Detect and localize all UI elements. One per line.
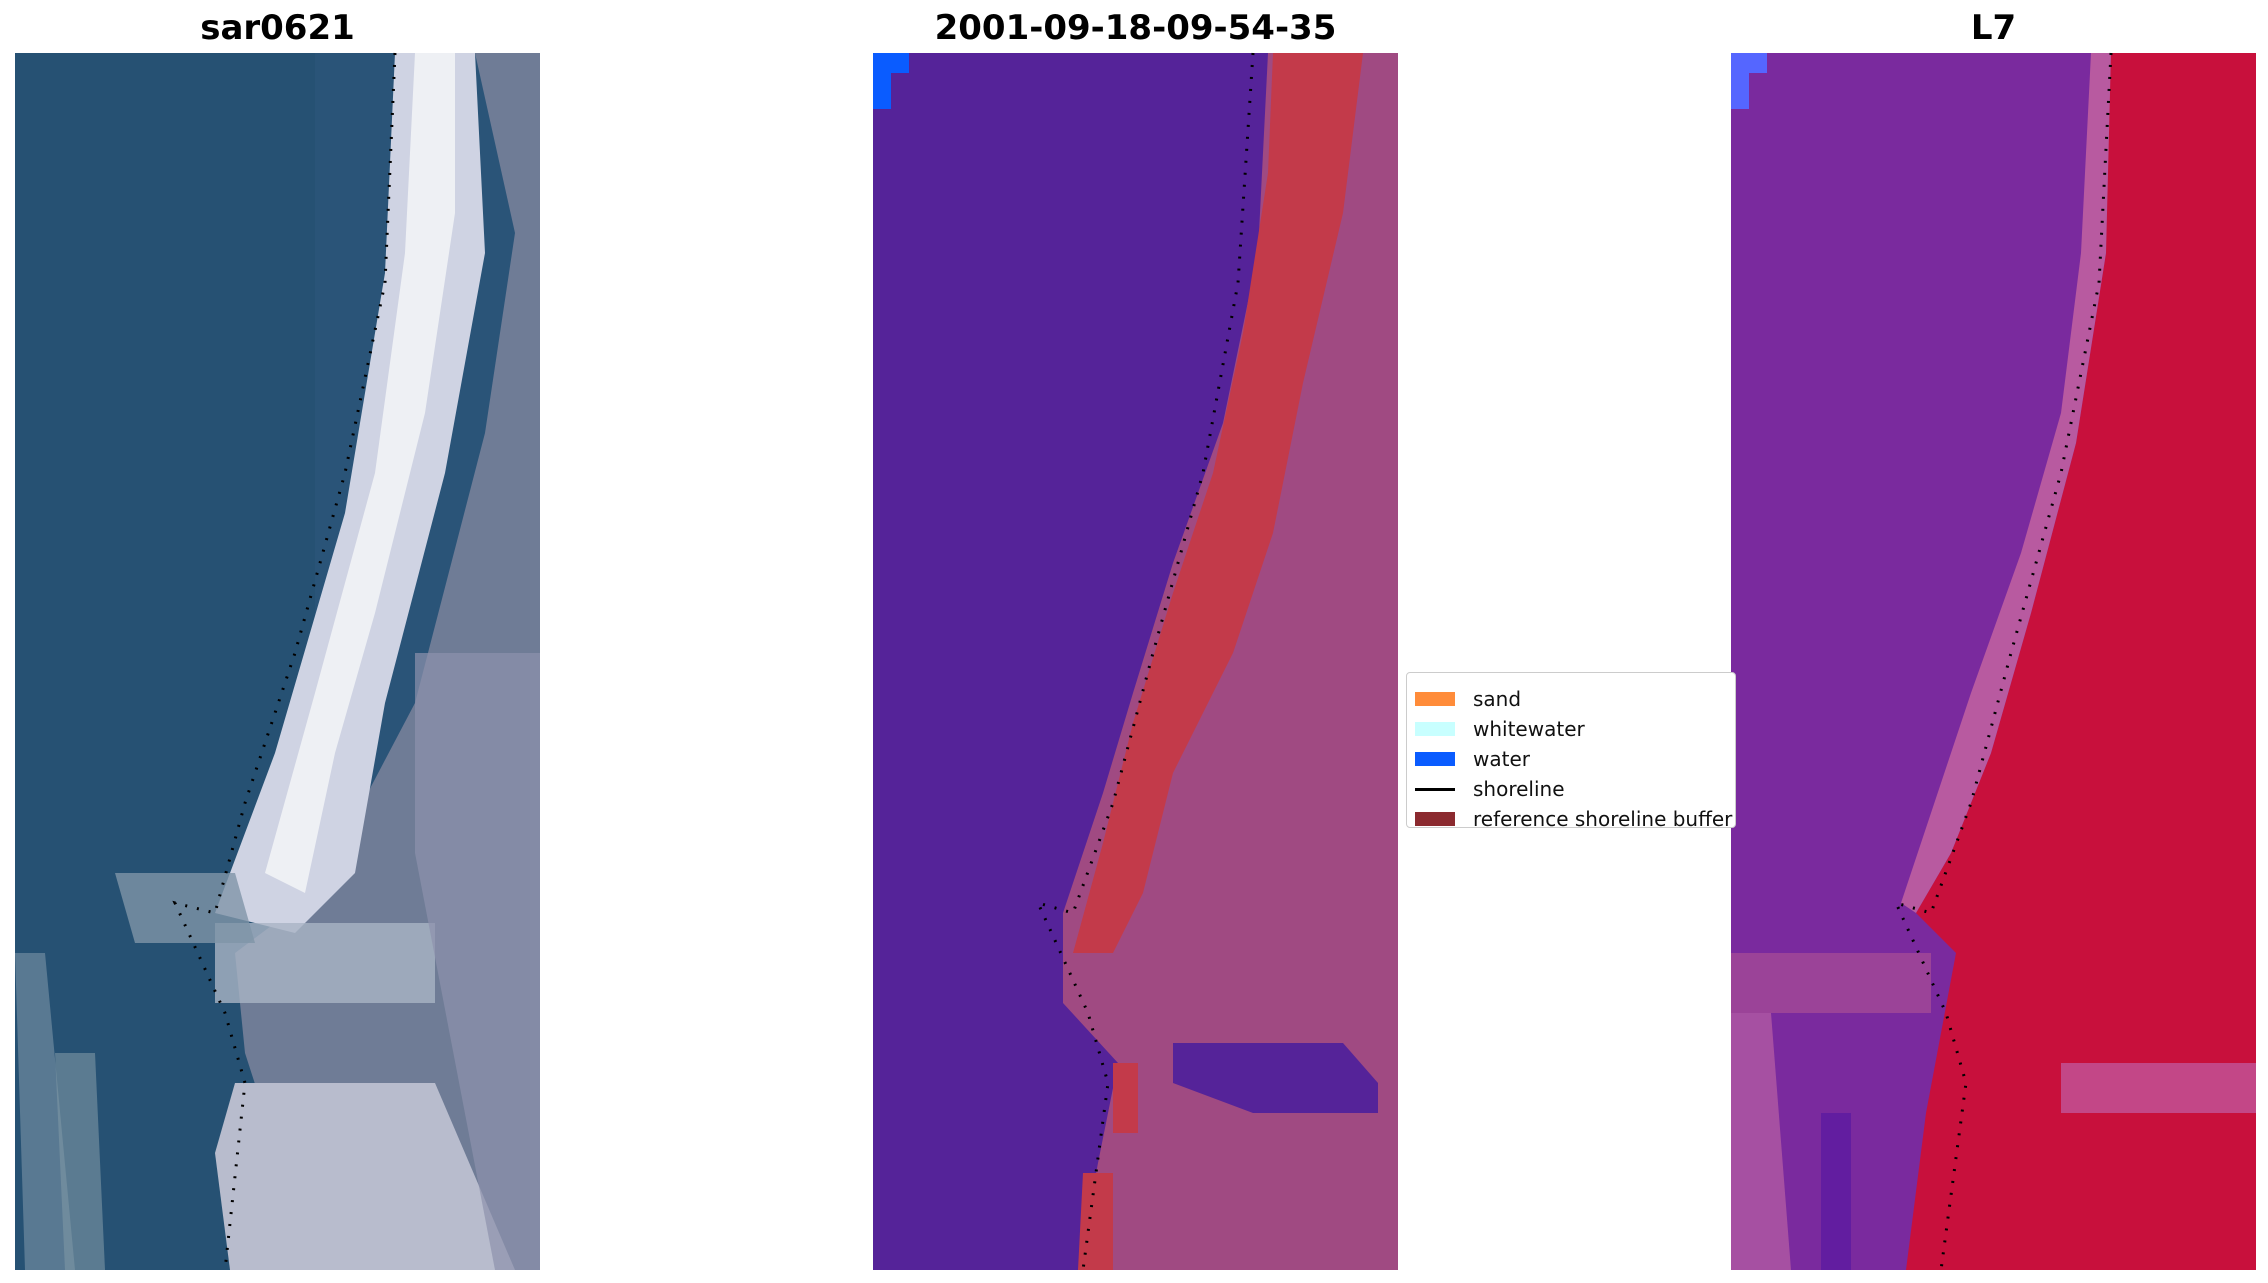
classification-image-panel [873,53,1398,1270]
panel-title-rgb: sar0621 [200,8,355,48]
whitewater-swatch [1415,722,1455,736]
legend-label-water: water [1473,747,1530,771]
legend-label-reference-buffer: reference shoreline buffer [1473,807,1733,828]
panel-title-classification: 2001-09-18-09-54-35 [934,8,1337,48]
legend-item-water: water [1415,744,1530,774]
shoreline-line-icon [1415,787,1455,791]
panel-title-index: L7 [1970,8,2017,48]
sand-swatch [1415,692,1455,706]
legend-label-whitewater: whitewater [1473,717,1585,741]
legend-label-shoreline: shoreline [1473,777,1565,801]
legend-item-whitewater: whitewater [1415,714,1585,744]
index-image [1731,53,2256,1270]
legend-item-shoreline: shoreline [1415,774,1565,804]
legend: sand whitewater water shoreline referenc… [1406,672,1736,828]
legend-item-sand: sand [1415,684,1521,714]
legend-label-sand: sand [1473,687,1522,711]
rgb-satellite-image [15,53,540,1270]
legend-item-reference-buffer: reference shoreline buffer [1415,804,1733,828]
index-image-panel [1731,53,2256,1270]
reference-buffer-swatch [1415,812,1455,826]
classification-image [873,53,1398,1270]
rgb-image-panel [15,53,540,1270]
water-swatch [1415,752,1455,766]
